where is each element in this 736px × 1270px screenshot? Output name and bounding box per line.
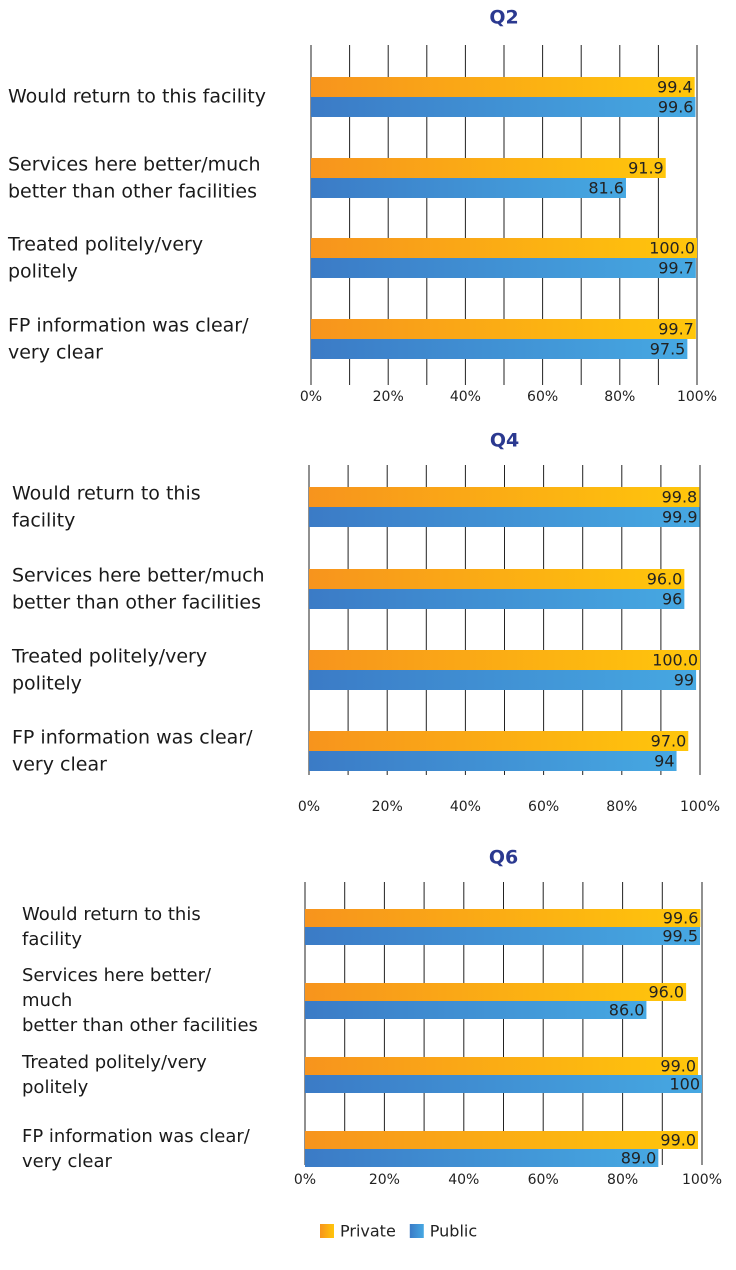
bar: Public <box>311 339 688 359</box>
data-label: 99.9 <box>662 508 698 527</box>
data-label: 99.5 <box>662 927 698 946</box>
x-tick-label: 80% <box>606 799 637 815</box>
data-label: 81.6 <box>588 179 624 198</box>
data-label: 99.8 <box>662 488 698 507</box>
bar: Private <box>305 909 701 927</box>
data-label: 99.0 <box>660 1057 696 1076</box>
category-label: Treated politely/very politely <box>22 1051 207 1098</box>
x-tick-label: 100% <box>677 389 717 405</box>
x-tick-label: 0% <box>294 1172 316 1188</box>
chart-title: Q4 <box>490 430 519 452</box>
bar: Public <box>311 258 696 278</box>
data-label: 100.0 <box>649 239 695 258</box>
bar: Public <box>311 97 696 117</box>
x-tick-label: 0% <box>300 389 322 405</box>
x-tick-label: 20% <box>372 799 403 815</box>
x-tick-label: 40% <box>450 389 481 405</box>
bar: Private <box>309 650 700 670</box>
bar: Private <box>309 731 689 751</box>
data-label: 99.6 <box>663 909 699 928</box>
category-label: FP information was clear/ very clear <box>22 1125 250 1172</box>
data-label: 91.9 <box>628 159 664 178</box>
x-tick-label: 20% <box>373 389 404 405</box>
legend-label: Public <box>430 1222 477 1241</box>
bar: Public <box>309 751 677 771</box>
x-tick-label: 80% <box>604 389 635 405</box>
x-tick-label: 40% <box>448 1172 479 1188</box>
bar: Private <box>311 319 696 339</box>
bar: Private <box>309 487 700 507</box>
data-label: 96.0 <box>647 570 683 589</box>
chart-title: Q2 <box>489 7 518 29</box>
x-tick-label: 100% <box>682 1172 722 1188</box>
data-label: 99.0 <box>660 1131 696 1150</box>
x-tick-label: 40% <box>450 799 481 815</box>
bar: Public <box>305 1075 702 1093</box>
category-label: Services here better/much better than ot… <box>12 564 265 613</box>
category-label: Would return to this facility <box>8 85 266 108</box>
category-label: FP information was clear/ very clear <box>12 726 253 775</box>
category-label: FP information was clear/ very clear <box>8 314 249 363</box>
bar: Public <box>305 1149 659 1167</box>
x-tick-label: 0% <box>298 799 320 815</box>
data-label: 99 <box>674 671 694 690</box>
x-tick-label: 80% <box>607 1172 638 1188</box>
bar: Public <box>305 927 701 945</box>
category-label: Services here better/much better than ot… <box>8 153 261 202</box>
data-label: 96 <box>662 590 682 609</box>
bar: Private <box>311 158 666 178</box>
bar: Public <box>309 670 697 690</box>
bar: Private <box>305 1131 699 1149</box>
bar: Public <box>305 1001 647 1019</box>
x-tick-label: 100% <box>680 799 720 815</box>
category-label: Treated politely/very politely <box>8 233 204 282</box>
category-label: Treated politely/very politely <box>12 645 208 694</box>
bar: Public <box>309 589 685 609</box>
legend-swatch <box>320 1224 334 1238</box>
category-label: Would return to this facility <box>22 903 201 950</box>
data-label: 100.0 <box>652 651 698 670</box>
chart-title: Q6 <box>489 847 518 869</box>
data-label: 99.4 <box>657 78 693 97</box>
x-tick-label: 20% <box>369 1172 400 1188</box>
bar: Public <box>311 178 626 198</box>
legend-label: Private <box>340 1222 396 1241</box>
bar: Private <box>311 238 697 258</box>
bar: Private <box>305 983 687 1001</box>
data-label: 94 <box>654 752 674 771</box>
data-label: 100 <box>669 1075 700 1094</box>
bar: Public <box>309 507 700 527</box>
x-tick-label: 60% <box>527 389 558 405</box>
legend-swatch <box>409 1224 424 1238</box>
data-label: 86.0 <box>609 1001 645 1020</box>
bar: Private <box>311 77 695 97</box>
bar: Private <box>309 569 685 589</box>
x-tick-label: 60% <box>528 1172 559 1188</box>
data-label: 97.5 <box>650 340 686 359</box>
data-label: 99.7 <box>658 259 694 278</box>
bar: Private <box>305 1057 699 1075</box>
data-label: 99.7 <box>658 320 694 339</box>
category-label: Services here better/ much better than o… <box>22 965 258 1037</box>
category-label: Would return to this facility <box>12 482 201 531</box>
x-tick-label: 60% <box>528 799 559 815</box>
data-label: 99.6 <box>658 98 694 117</box>
data-label: 97.0 <box>651 732 687 751</box>
data-label: 96.0 <box>648 983 684 1002</box>
data-label: 89.0 <box>621 1149 657 1168</box>
